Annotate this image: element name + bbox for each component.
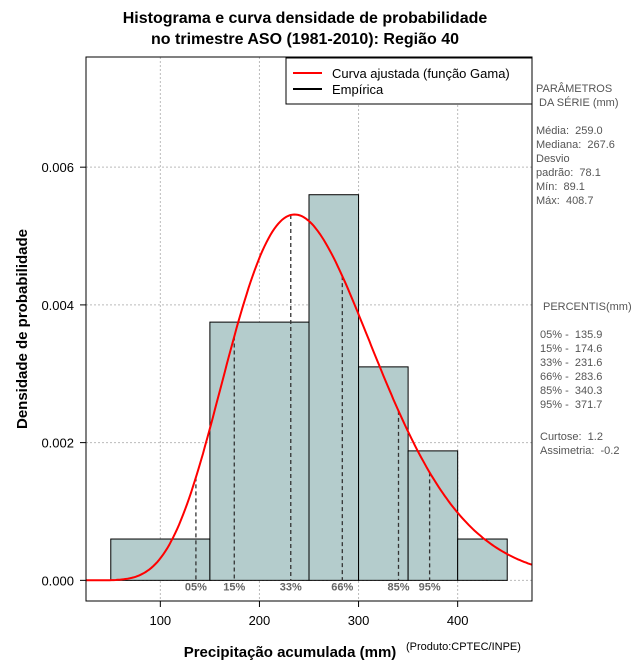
shape-stats: Curtose: 1.2 Assimetria: -0.2 [540,431,620,457]
x-axis-label: Precipitação acumulada (mm) [184,644,397,660]
legend-box [285,57,533,105]
histogram-bar [110,538,211,581]
percentile-label: 95% [419,581,441,593]
credit-label: (Produto:CPTEC/INPE) [406,641,521,653]
histogram-bar [209,321,310,581]
percentile-label: 66% [331,581,353,593]
legend: Curva ajustada (função Gama) Empírica [285,57,533,105]
percentis-title: PERCENTIS(mm) [543,301,632,313]
histogram-bar [308,194,360,581]
x-tick-label: 300 [348,613,370,628]
percentile-label: 15% [223,581,245,593]
histogram-bar [457,538,508,581]
y-tick-label: 0.000 [41,573,74,588]
y-tick-label: 0.002 [41,436,74,451]
params-values: Média: 259.0 Mediana: 267.6 Desvio padrã… [536,125,615,207]
params-title: PARÂMETROS DA SÉRIE (mm) [536,83,619,109]
percentile-label: 85% [387,581,409,593]
percentile-label: 05% [185,581,207,593]
chart-title-line2: no trimestre ASO (1981-2010): Região 40 [151,31,459,48]
chart-title-line1: Histograma e curva densidade de probabil… [122,10,488,27]
x-tick-label: 100 [149,613,171,628]
histogram-bar [407,450,459,581]
fitted-gamma-curve [86,213,533,582]
plot-frame [85,56,533,602]
histogram-bar [358,366,409,581]
legend-label-empirical: Empírica [332,82,384,97]
legend-label-fitted-curve: Curva ajustada (função Gama) [332,66,510,81]
x-tick-label: 200 [249,613,271,628]
y-tick-label: 0.004 [41,298,74,313]
x-tick-label: 400 [447,613,469,628]
percentile-label: 33% [280,581,302,593]
y-axis-label: Densidade de probabilidade [14,229,31,429]
percentis-values: 05% - 135.9 15% - 174.6 33% - 231.6 66% … [540,329,603,411]
y-tick-label: 0.006 [41,160,74,175]
